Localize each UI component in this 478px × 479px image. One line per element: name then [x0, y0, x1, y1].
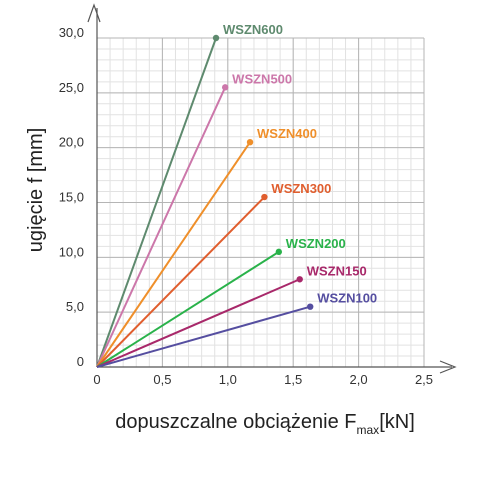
- x-tick-label: 2,0: [350, 372, 368, 387]
- y-tick-label: 15,0: [59, 190, 84, 205]
- axes: [87, 3, 457, 374]
- y-tick-label: 0: [77, 354, 84, 369]
- x-tick-label: 0,5: [153, 372, 171, 387]
- tick-labels: 0 0,5 1,0 1,5 2,0 2,5 0 5,0 10,0 15,0 20,0 25,0 30,0: [59, 25, 433, 387]
- x-tick-label: 0: [93, 372, 100, 387]
- series-line-wszn150: [96, 278, 301, 368]
- series-marker-wszn200: [275, 248, 283, 256]
- series-group: WSZN600 WSZN500 WSZN400 WSZN300 WSZN200 WSZN1…: [96, 22, 377, 368]
- series-marker-wszn300: [261, 193, 268, 201]
- x-tick-label: 1,0: [219, 372, 237, 387]
- grid: [96, 37, 425, 368]
- series-label-wszn600: WSZN600: [223, 22, 283, 37]
- series-marker-wszn400: [246, 138, 254, 146]
- series-line-wszn600: [96, 37, 217, 368]
- series-label-wszn100: WSZN100: [317, 291, 377, 306]
- x-tick-label: 1,5: [284, 372, 302, 387]
- series-marker-wszn100: [307, 303, 314, 310]
- series-line-wszn500: [96, 86, 227, 368]
- series-marker-wszn150: [296, 276, 303, 283]
- series-line-wszn100: [96, 305, 311, 368]
- y-axis-title: ugięcie f [mm]: [25, 128, 47, 252]
- y-tick-label: 30,0: [59, 25, 84, 40]
- series-line-wszn200: [96, 251, 280, 368]
- series-label-wszn200: WSZN200: [286, 236, 346, 251]
- x-axis-title-sub: max: [357, 423, 380, 437]
- x-axis-title-main: dopuszczalne obciążenie F: [115, 411, 356, 433]
- y-axis-arrow: [87, 3, 101, 23]
- series-line-wszn400: [96, 141, 251, 368]
- x-axis-title-unit: [kN]: [379, 411, 415, 433]
- series-marker-wszn500: [221, 84, 229, 91]
- y-tick-label: 25,0: [59, 80, 84, 95]
- y-tick-label: 10,0: [59, 244, 84, 259]
- y-tick-label: 20,0: [59, 135, 84, 150]
- x-tick-label: 2,5: [415, 372, 433, 387]
- series-label-wszn300: WSZN300: [271, 181, 331, 196]
- series-marker-wszn600: [212, 34, 220, 42]
- x-axis-title: dopuszczalne obciążenie Fmax[kN]: [115, 411, 415, 437]
- series-label-wszn500: WSZN500: [232, 71, 292, 86]
- series-label-wszn150: WSZN150: [307, 263, 367, 278]
- y-tick-label: 5,0: [66, 299, 84, 314]
- series-label-wszn400: WSZN400: [257, 126, 317, 141]
- x-axis-arrow: [439, 360, 457, 374]
- series-line-wszn300: [96, 196, 266, 368]
